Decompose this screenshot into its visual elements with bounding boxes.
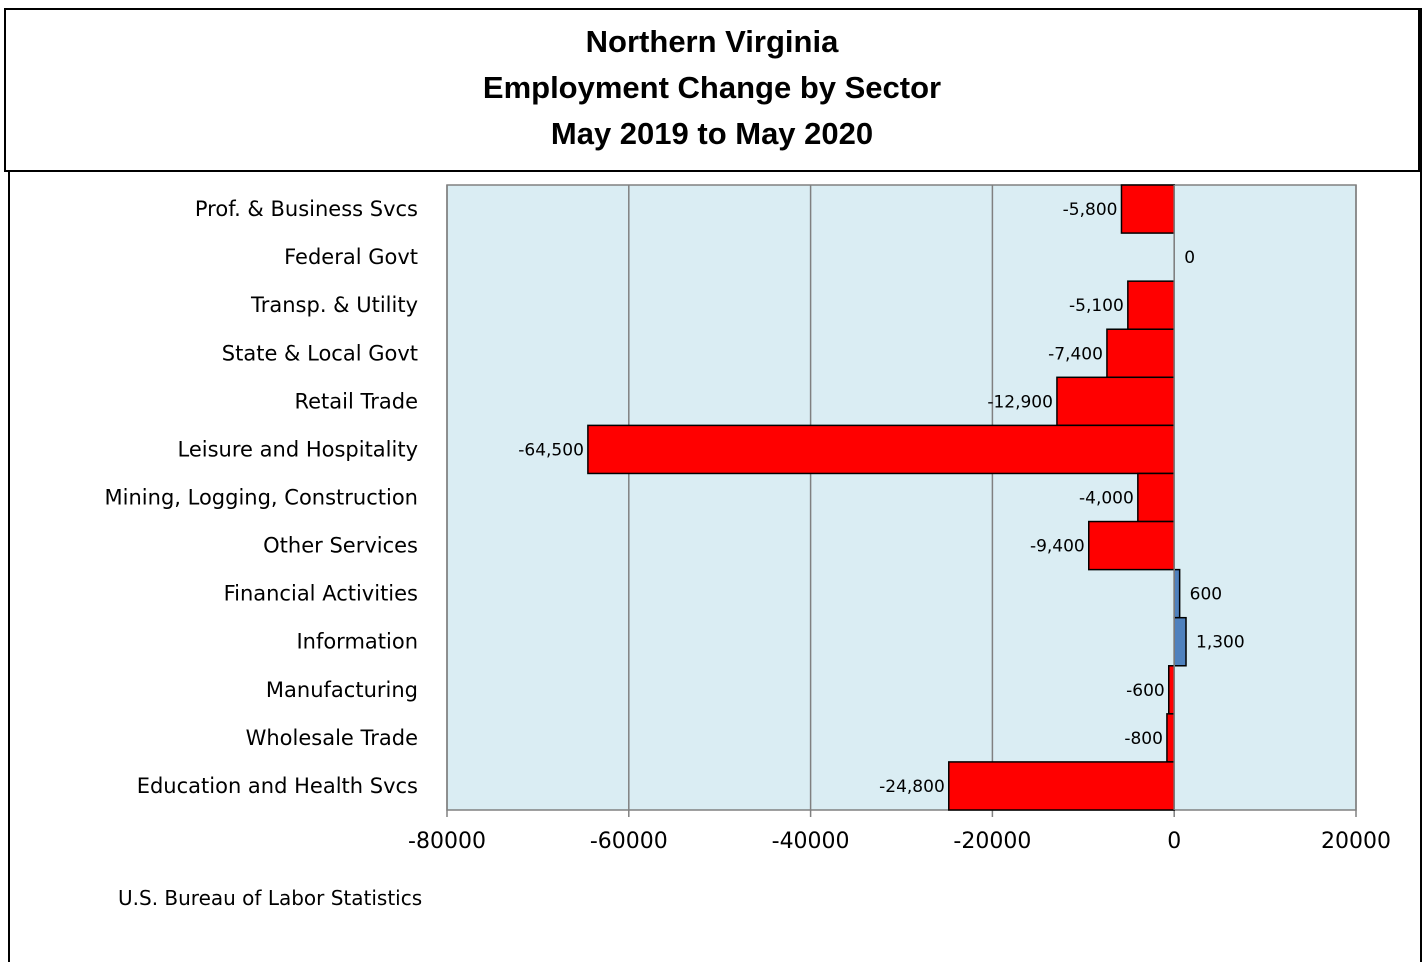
chart-frame — [8, 8, 1422, 962]
data-label: 600 — [1190, 585, 1222, 605]
x-tick-label: 0 — [1167, 829, 1181, 854]
bar — [1120, 184, 1175, 234]
data-label: -5,100 — [1069, 296, 1124, 316]
category-label: Information — [296, 630, 418, 654]
category-label: Mining, Logging, Construction — [105, 486, 418, 510]
data-label: -4,000 — [1079, 489, 1134, 509]
plot-border — [446, 184, 1357, 811]
category-label: Retail Trade — [294, 389, 418, 413]
x-tick-label: -80000 — [408, 829, 486, 854]
bar — [1106, 328, 1175, 379]
data-label: -800 — [1124, 729, 1163, 749]
x-tick-label: 20000 — [1321, 829, 1391, 854]
category-label: Prof. & Business Svcs — [195, 197, 418, 221]
data-label: -24,800 — [879, 777, 945, 797]
data-label: -9,400 — [1030, 537, 1085, 557]
category-label: Transp. & Utility — [250, 293, 418, 317]
data-label: -64,500 — [518, 440, 584, 460]
title-box: Northern Virginia Employment Change by S… — [4, 8, 1420, 172]
title-line-3: May 2019 to May 2020 — [550, 116, 874, 151]
data-label: -600 — [1126, 681, 1165, 701]
category-label: Leisure and Hospitality — [178, 437, 418, 461]
bar — [1167, 665, 1175, 715]
data-label: 0 — [1184, 248, 1195, 268]
x-tick-label: -20000 — [953, 829, 1031, 854]
title-line-2: Employment Change by Sector — [482, 70, 942, 105]
data-label: -5,800 — [1063, 200, 1118, 220]
category-label: Federal Govt — [284, 245, 418, 269]
data-label: 1,300 — [1196, 633, 1245, 653]
data-label: -12,900 — [987, 392, 1053, 412]
bar — [948, 761, 1175, 811]
bar — [1127, 280, 1175, 330]
bar — [1173, 568, 1181, 619]
category-label: Manufacturing — [266, 678, 418, 702]
title-line-1: Northern Virginia — [585, 24, 839, 59]
category-label: State & Local Govt — [222, 341, 418, 365]
source-note: U.S. Bureau of Labor Statistics — [118, 886, 423, 910]
bar — [1173, 616, 1187, 667]
plot-area — [447, 185, 1356, 810]
data-label: -7,400 — [1048, 344, 1103, 364]
x-tick-label: -60000 — [590, 829, 668, 854]
bar — [587, 424, 1175, 475]
bar — [1137, 472, 1175, 523]
category-label: Other Services — [263, 534, 418, 558]
category-label: Education and Health Svcs — [137, 774, 418, 798]
category-label: Financial Activities — [224, 582, 418, 606]
bar — [1088, 520, 1175, 571]
category-label: Wholesale Trade — [246, 726, 418, 750]
x-tick-label: -40000 — [772, 829, 850, 854]
bar — [1166, 713, 1175, 763]
bar — [1056, 376, 1175, 427]
